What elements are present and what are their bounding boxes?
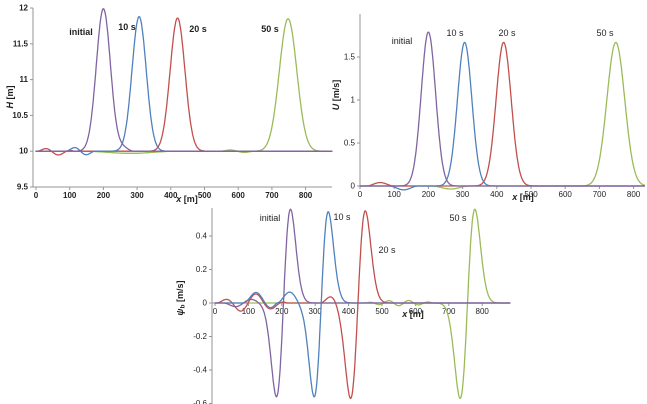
x-tick-label: 300: [309, 307, 323, 316]
x-tick-label: 700: [442, 307, 456, 316]
series-initial: [359, 31, 646, 187]
series-annotation-initial: initial: [260, 213, 281, 223]
x-tick-label: 600: [409, 307, 423, 316]
series-annotation-20s: 20 s: [378, 245, 396, 255]
chart-water-height: 0 100 200 300 400 500 600 700 800 9.5 10 10.5 11 11.5…: [5, 4, 333, 204]
y-tick-label: 9.5: [17, 183, 29, 192]
series-annotation-10s: 10 s: [446, 28, 464, 38]
y-tick-label: 11.5: [13, 39, 29, 48]
y-tick-label: 0.5: [344, 139, 356, 148]
series-annotation-20s: 20 s: [498, 28, 516, 38]
series-50s: [359, 41, 646, 190]
x-tick-label: 200: [275, 307, 289, 316]
x-tick-label: 0: [358, 190, 363, 199]
x-axis-title: x [m]: [401, 309, 424, 319]
series-annotation-50s: 50 s: [449, 213, 467, 223]
y-tick-label: 10.5: [12, 111, 28, 120]
x-tick-label: 100: [63, 191, 77, 200]
series-annotation-20s: 20 s: [189, 24, 207, 34]
series-initial: [214, 208, 511, 398]
y-tick-label: 0: [351, 182, 356, 191]
x-tick-label: 0: [213, 307, 218, 316]
series-annotation-10s: 10 s: [118, 22, 136, 32]
series-initial: [35, 8, 333, 152]
x-tick-label: 800: [299, 191, 313, 200]
y-tick-label: -0.4: [193, 366, 207, 375]
x-tick-label: 600: [559, 190, 573, 199]
x-tick-label: 500: [375, 307, 389, 316]
x-axis-title: x [m]: [511, 192, 534, 202]
x-tick-label: 800: [627, 190, 641, 199]
y-tick-label: -0.2: [193, 332, 207, 341]
y-axis-title: H [m]: [5, 86, 15, 109]
y-tick-label: 12: [19, 4, 28, 13]
series-20s: [35, 17, 333, 156]
series-20s: [214, 210, 511, 400]
y-axis-title: U [m/s]: [331, 80, 341, 111]
series-annotation-50s: 50 s: [596, 28, 614, 38]
y-tick-label: 1: [351, 96, 356, 105]
x-tick-label: 200: [422, 190, 436, 199]
x-tick-label: 600: [232, 191, 246, 200]
x-tick-label: 100: [242, 307, 256, 316]
series-10s: [359, 41, 646, 191]
x-tick-label: 300: [456, 190, 470, 199]
x-tick-label: 400: [342, 307, 356, 316]
x-tick-label: 500: [524, 190, 538, 199]
y-tick-label: 0: [203, 299, 208, 308]
x-tick-label: 700: [265, 191, 279, 200]
series-annotation-initial: initial: [392, 36, 413, 46]
y-tick-label: 11: [20, 75, 29, 84]
y-tick-label: 0.2: [196, 265, 208, 274]
chart-psi-b: 0 100 200 300 400 500 600 700 800 0.4 0.2 0 -0.2 -0.4…: [175, 208, 511, 404]
chart-velocity: 0 100 200 300 400 500 600 700 800 0 0.5 1 1.5 x [m] U …: [331, 14, 646, 202]
x-tick-label: 800: [476, 307, 490, 316]
series-annotation-50s: 50 s: [261, 24, 279, 34]
y-tick-label: 1.5: [344, 53, 356, 62]
y-tick-label: 0.4: [196, 232, 208, 241]
series-20s: [359, 41, 646, 187]
y-tick-label: 10: [19, 147, 28, 156]
series-annotation-initial: initial: [69, 27, 93, 37]
x-tick-label: 100: [388, 190, 402, 199]
x-tick-label: 500: [198, 191, 212, 200]
x-tick-label: 300: [130, 191, 144, 200]
x-tick-label: 400: [490, 190, 504, 199]
y-axis-title: ψb [m/s]: [175, 281, 187, 316]
x-axis-title: x [m]: [175, 194, 198, 204]
x-tick-label: 0: [34, 191, 39, 200]
series-50s: [35, 18, 333, 154]
series-10s: [35, 15, 333, 156]
x-tick-label: 200: [97, 191, 111, 200]
x-tick-label: 700: [593, 190, 607, 199]
series-annotation-10s: 10 s: [333, 212, 351, 222]
x-tick-label: 400: [164, 191, 178, 200]
y-tick-label: -0.6: [193, 399, 207, 404]
